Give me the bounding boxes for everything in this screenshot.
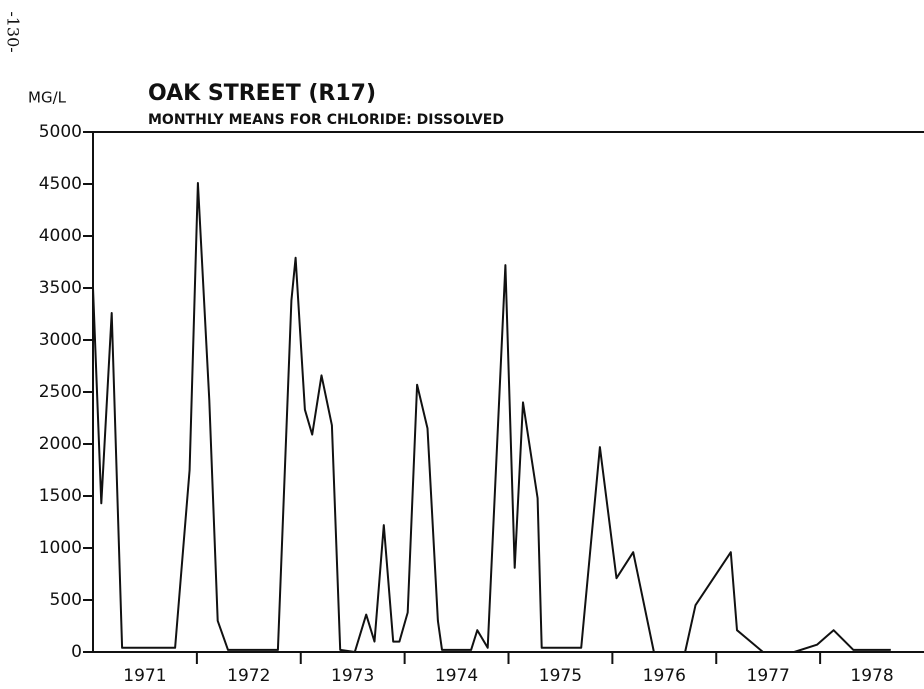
x-tick-label: 1973 bbox=[331, 666, 374, 686]
x-tick-label: 1971 bbox=[123, 666, 166, 686]
y-tick-label: 2000 bbox=[39, 434, 82, 454]
y-tick-label: 3000 bbox=[39, 330, 82, 350]
y-tick-label: 1500 bbox=[39, 486, 82, 506]
y-tick-label: 2500 bbox=[39, 382, 82, 402]
y-tick-label: 5000 bbox=[39, 122, 82, 142]
x-tick-label: 1977 bbox=[747, 666, 790, 686]
y-axis-label: MG/L bbox=[28, 89, 67, 107]
chart-title: OAK STREET (R17) bbox=[148, 81, 376, 106]
x-tick-label: 1974 bbox=[435, 666, 478, 686]
x-tick-label: 1972 bbox=[227, 666, 270, 686]
chart-subtitle: MONTHLY MEANS FOR CHLORIDE: DISSOLVED bbox=[148, 112, 504, 128]
data-line bbox=[92, 182, 891, 653]
y-tick-label: 3500 bbox=[39, 278, 82, 298]
y-tick-label: 4500 bbox=[39, 174, 82, 194]
y-tick-label: 1000 bbox=[39, 538, 82, 558]
x-tick-label: 1976 bbox=[643, 666, 686, 686]
page-number: -130- bbox=[4, 11, 23, 52]
y-tick-label: 4000 bbox=[39, 226, 82, 246]
x-tick-label: 1975 bbox=[539, 666, 582, 686]
y-tick-label: 0 bbox=[71, 642, 82, 662]
y-tick-label: 500 bbox=[50, 590, 82, 610]
x-tick-label: 1978 bbox=[850, 666, 893, 686]
